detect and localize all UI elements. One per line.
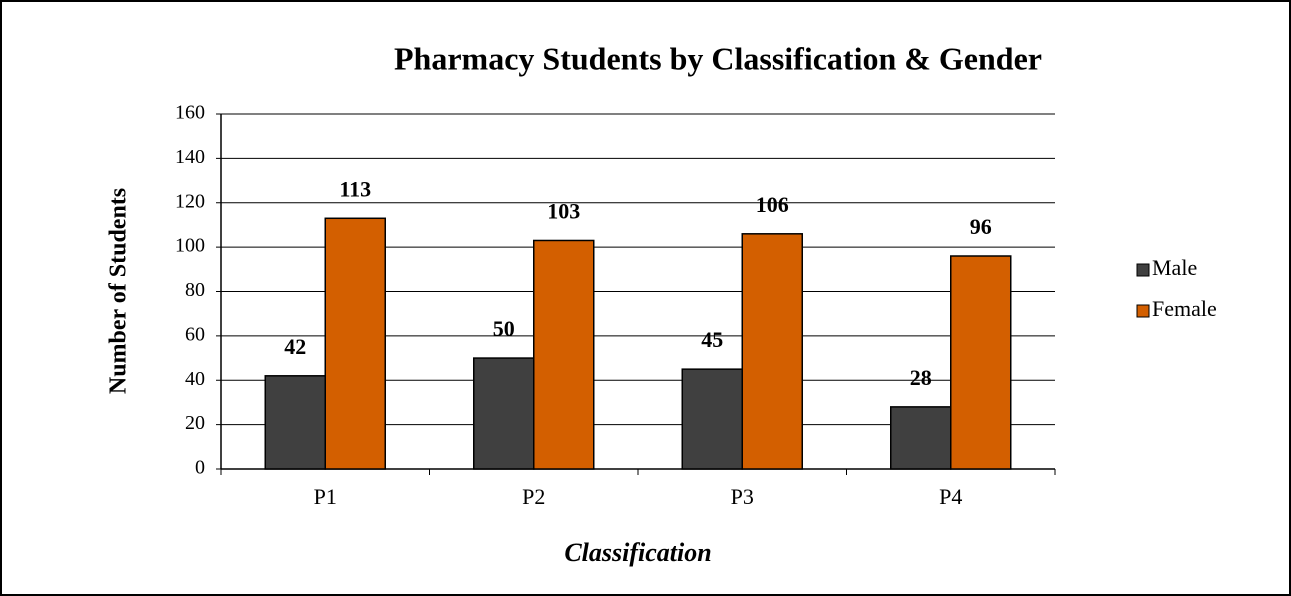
data-label: 45 (701, 327, 723, 352)
y-tick-label: 0 (195, 457, 205, 479)
legend-swatch (1136, 263, 1150, 277)
y-tick-label: 80 (185, 279, 205, 301)
x-axis-title: Classification (564, 538, 711, 567)
y-tick-label: 60 (185, 323, 205, 345)
y-tick-label: 100 (175, 235, 205, 257)
y-tick-label: 140 (175, 146, 205, 168)
data-label: 96 (970, 214, 992, 239)
x-tick-label: P1 (314, 484, 337, 509)
bar (950, 255, 1012, 470)
bar (533, 239, 595, 470)
bar (473, 357, 535, 470)
legend-label: Male (1152, 255, 1197, 280)
y-tick-label: 20 (185, 412, 205, 434)
legend-label: Female (1152, 296, 1217, 321)
data-label: 28 (910, 365, 932, 390)
legend-swatch (1136, 304, 1150, 318)
data-label: 50 (493, 316, 515, 341)
data-label: 113 (339, 176, 371, 201)
data-label: 42 (284, 334, 306, 359)
chart-title: Pharmacy Students by Classification & Ge… (394, 40, 1042, 76)
bar (264, 375, 326, 470)
x-tick-label: P3 (731, 484, 754, 509)
bar (890, 406, 952, 470)
data-label: 106 (756, 192, 789, 217)
bar (741, 233, 803, 470)
x-tick-label: P2 (522, 484, 545, 509)
y-tick-label: 40 (185, 368, 205, 390)
y-tick-label: 160 (175, 102, 205, 124)
bar (324, 217, 386, 470)
bar (681, 368, 743, 470)
data-label: 103 (547, 199, 580, 224)
x-tick-label: P4 (939, 484, 962, 509)
y-axis-title: Number of Students (106, 188, 132, 394)
y-tick-label: 120 (175, 190, 205, 212)
